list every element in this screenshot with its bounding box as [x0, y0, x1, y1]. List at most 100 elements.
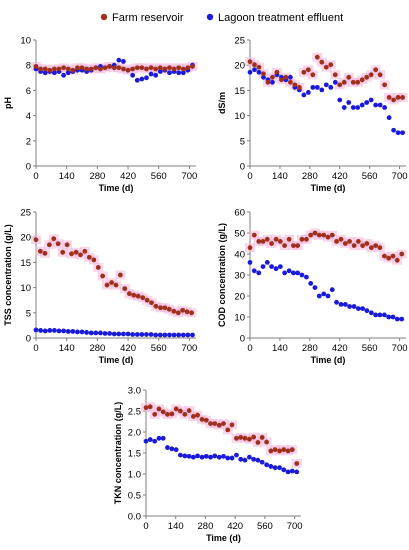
farm-point	[277, 448, 282, 454]
farm-point	[61, 65, 67, 71]
lagoon-point	[190, 454, 196, 460]
lagoon-point	[282, 270, 288, 276]
lagoon-point	[116, 57, 122, 63]
y-tick-label: 0	[240, 334, 245, 345]
y-tick-label: 5	[26, 308, 31, 319]
farm-point	[143, 405, 149, 411]
farm-point	[199, 417, 205, 422]
y-tick-label: 15	[234, 86, 245, 97]
lagoon-point	[251, 268, 257, 274]
lagoon-point	[93, 330, 99, 336]
lagoon-point	[42, 70, 48, 76]
lagoon-point	[171, 332, 177, 338]
farm-point	[180, 66, 186, 72]
x-tick-label: 560	[257, 521, 273, 532]
farm-point	[337, 82, 343, 88]
y-tick-label: 1.0	[128, 470, 141, 481]
farm-point	[294, 461, 300, 466]
lagoon-point	[167, 70, 172, 76]
farm-point	[186, 408, 192, 413]
lagoon-point	[148, 71, 154, 77]
y-tick-label: 2	[26, 136, 31, 147]
chart-ph: 0 2 4 6 8 10 0 140 280 420 560 700 Time (d) pH	[3, 36, 198, 193]
lagoon-point	[107, 331, 113, 336]
lagoon-point	[270, 79, 275, 85]
lagoon-point	[152, 438, 158, 444]
y-axis-label: COD concentration (g/L)	[217, 223, 227, 327]
lagoon-point	[186, 453, 192, 459]
lagoon-point	[238, 456, 244, 462]
farm-point	[377, 72, 383, 78]
y-tick-label: 10	[20, 283, 31, 294]
farm-point	[47, 67, 53, 73]
lagoon-point	[84, 330, 90, 335]
lagoon-point	[272, 465, 278, 471]
farm-point	[75, 65, 80, 71]
lagoon-point	[143, 438, 149, 444]
lagoon-point	[256, 270, 262, 276]
lagoon-point	[144, 75, 149, 81]
farm-point	[264, 439, 270, 445]
lagoon-point	[130, 332, 136, 337]
x-tick-label: 140	[59, 343, 75, 354]
lagoon-point	[314, 84, 320, 90]
farm-point	[247, 59, 253, 65]
lagoon-point	[195, 453, 200, 459]
x-tick-label: 560	[151, 171, 167, 182]
farm-point	[305, 67, 311, 73]
lagoon-point	[203, 453, 209, 459]
farm-point	[368, 72, 374, 78]
farm-point	[341, 79, 347, 85]
y-tick-label: 3.0	[128, 386, 141, 397]
farm-point	[46, 242, 52, 248]
lagoon-point	[153, 72, 159, 78]
y-axis-label: TKN concentration (g/L)	[113, 402, 123, 505]
farm-point	[69, 251, 74, 257]
lagoon-point	[251, 456, 257, 462]
farm-point	[373, 67, 379, 73]
farm-point	[355, 79, 361, 85]
farm-point	[338, 236, 344, 242]
farm-point	[265, 79, 271, 85]
lagoon-point	[289, 468, 295, 474]
farm-point	[256, 239, 262, 244]
farm-point	[107, 64, 113, 69]
lagoon-point	[88, 330, 94, 336]
lagoon-point	[341, 105, 347, 110]
farm-point	[273, 236, 279, 242]
farm-point	[386, 95, 392, 100]
lagoon-point	[360, 306, 366, 311]
farm-point	[42, 66, 48, 72]
farm-point	[225, 427, 231, 433]
y-axis-label: dS/m	[217, 92, 227, 114]
lagoon-point	[52, 70, 57, 76]
lagoon-point	[242, 457, 248, 463]
lagoon-point	[312, 285, 318, 290]
lagoon-point	[305, 90, 311, 95]
x-tick-label: 700	[181, 171, 197, 182]
farm-point	[158, 305, 163, 311]
lagoon-point	[256, 69, 262, 75]
lagoon-point	[268, 464, 274, 469]
lagoon-point	[359, 102, 365, 108]
lagoon-point	[316, 293, 322, 299]
lagoon-point	[176, 332, 182, 338]
farm-point	[147, 404, 153, 410]
lagoon-point	[319, 87, 325, 93]
farm-point	[130, 66, 136, 72]
farm-point	[279, 77, 284, 83]
lagoon-point	[65, 329, 71, 334]
y-tick-label: 5	[240, 136, 245, 147]
farm-point	[400, 95, 405, 100]
farm-point	[203, 417, 209, 423]
farm-point	[33, 64, 39, 69]
lagoon-point	[377, 102, 383, 108]
lagoon-point	[277, 264, 283, 269]
lagoon-point	[38, 328, 44, 333]
farm-point	[290, 243, 296, 249]
lagoon-point	[116, 331, 122, 337]
lagoon-point	[167, 332, 172, 338]
farm-point	[314, 54, 320, 60]
lagoon-point	[364, 308, 370, 314]
x-tick-label: 420	[227, 521, 243, 532]
